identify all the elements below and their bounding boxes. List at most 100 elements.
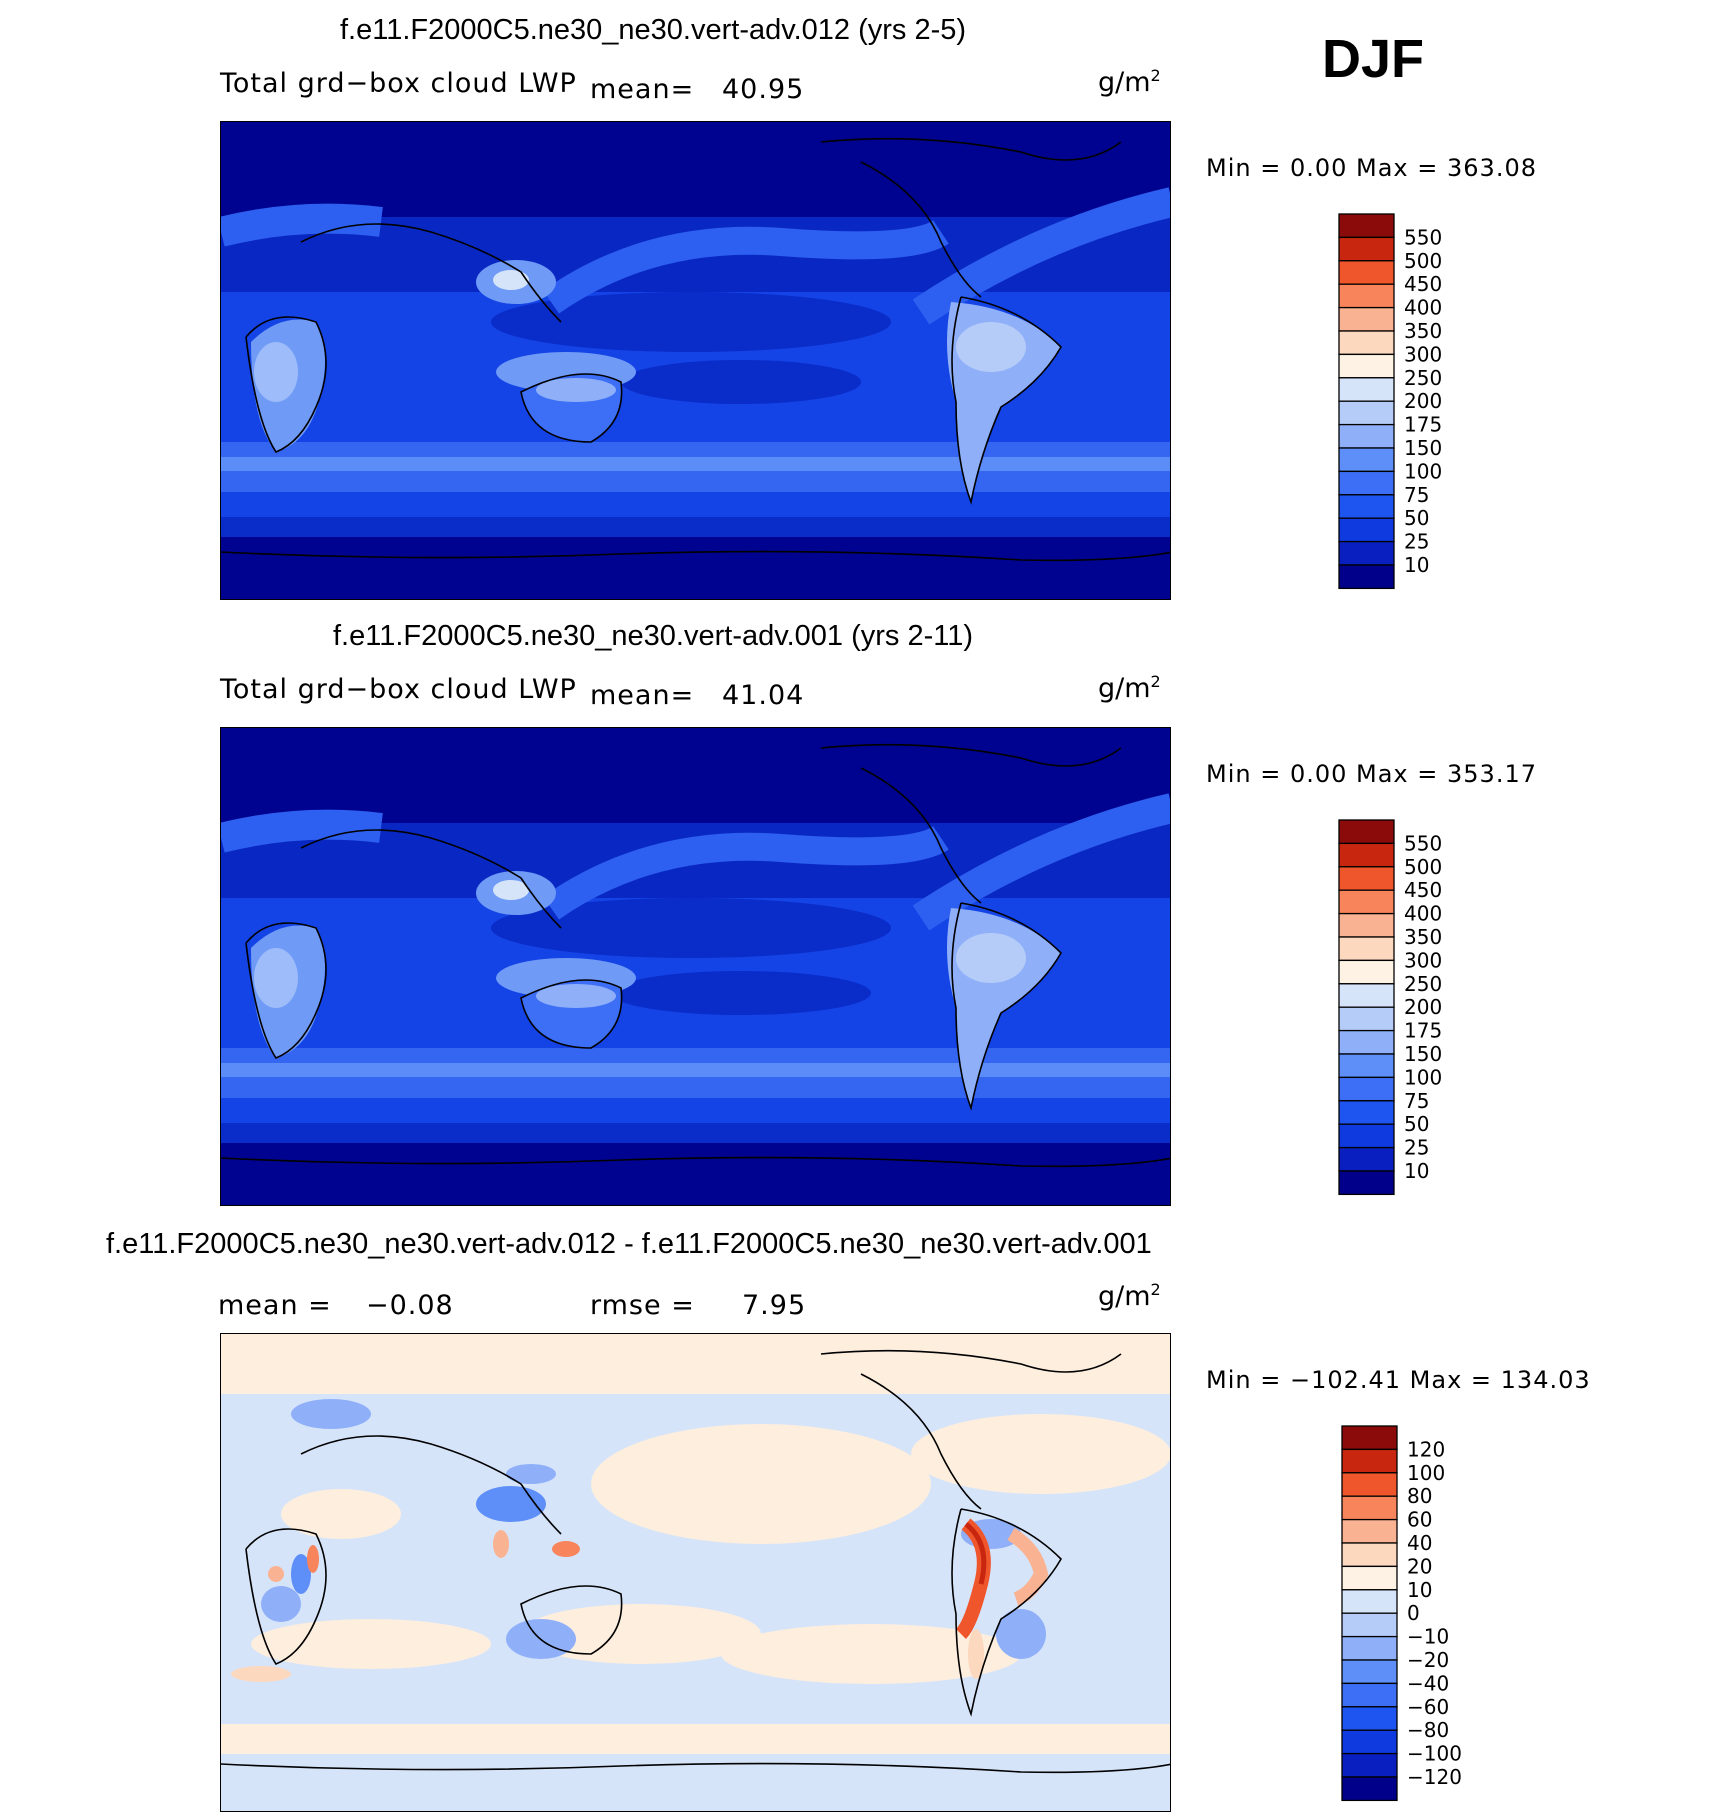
panel2-units: g/m2 bbox=[1098, 672, 1161, 704]
colorbar-swatch bbox=[1341, 1659, 1398, 1685]
colorbar-tick-label: 550 bbox=[1404, 831, 1442, 855]
colorbar-tick-label: 150 bbox=[1404, 436, 1442, 460]
panel1-map-plot bbox=[221, 122, 1170, 599]
colorbar-swatch bbox=[1338, 470, 1395, 496]
colorbar-swatch bbox=[1341, 1612, 1398, 1638]
colorbar-swatch bbox=[1341, 1729, 1398, 1755]
panel2-map-plot bbox=[221, 728, 1170, 1205]
colorbar-tick-label: 100 bbox=[1404, 1065, 1442, 1089]
colorbar-swatch bbox=[1338, 1146, 1395, 1172]
colorbar-tick-label: 400 bbox=[1404, 902, 1442, 926]
colorbar-tick-label: 0 bbox=[1407, 1601, 1420, 1625]
colorbar-swatch bbox=[1341, 1495, 1398, 1521]
colorbar-swatch bbox=[1338, 306, 1395, 332]
colorbar-tick-label: 300 bbox=[1404, 948, 1442, 972]
colorbar-tick-label: 175 bbox=[1404, 413, 1442, 437]
panel2-minmax: Min = 0.00 Max = 353.17 bbox=[1206, 760, 1537, 788]
colorbar-swatch bbox=[1338, 1006, 1395, 1032]
colorbar-swatch bbox=[1338, 959, 1395, 985]
panel2-map bbox=[220, 727, 1171, 1206]
colorbar-tick-label: 500 bbox=[1404, 249, 1442, 273]
colorbar-tick-label: 10 bbox=[1404, 553, 1429, 577]
panel1-colorbar-plot: 5505004504003503002502001751501007550251… bbox=[1338, 213, 1442, 590]
panel3-rmse-value: 7.95 bbox=[742, 1290, 807, 1321]
colorbar-swatch bbox=[1338, 1100, 1395, 1125]
colorbar-swatch bbox=[1338, 236, 1395, 262]
colorbar-tick-label: −10 bbox=[1407, 1625, 1449, 1649]
colorbar-tick-label: 100 bbox=[1404, 459, 1442, 483]
colorbar-tick-label: −120 bbox=[1407, 1765, 1462, 1789]
panel1-variable: Total grd−box cloud LWP bbox=[220, 68, 577, 99]
colorbar-tick-label: 25 bbox=[1404, 1136, 1429, 1160]
colorbar-swatch bbox=[1338, 1029, 1395, 1055]
panel3-rmse-label: rmse = bbox=[590, 1290, 695, 1321]
colorbar-swatch bbox=[1338, 400, 1395, 426]
colorbar-tick-label: 300 bbox=[1404, 342, 1442, 366]
colorbar-swatch bbox=[1338, 447, 1395, 473]
panel2-colorbar-plot: 5505004504003503002502001751501007550251… bbox=[1338, 819, 1442, 1196]
colorbar-tick-label: 75 bbox=[1404, 1089, 1429, 1113]
panel3-mean-value: −0.08 bbox=[366, 1290, 454, 1321]
colorbar-tick-label: 400 bbox=[1404, 296, 1442, 320]
panel1-mean-value: 40.95 bbox=[722, 74, 805, 105]
colorbar-tick-label: 150 bbox=[1404, 1042, 1442, 1066]
colorbar-tick-label: 200 bbox=[1404, 389, 1442, 413]
colorbar-swatch bbox=[1341, 1448, 1398, 1474]
colorbar-tick-label: 10 bbox=[1407, 1578, 1432, 1602]
season-label: DJF bbox=[1322, 29, 1425, 89]
colorbar-swatch bbox=[1341, 1706, 1398, 1731]
colorbar-swatch bbox=[1341, 1425, 1398, 1451]
colorbar-tick-label: 75 bbox=[1404, 483, 1429, 507]
colorbar-tick-label: 500 bbox=[1404, 855, 1442, 879]
colorbar-swatch bbox=[1338, 494, 1395, 519]
panel3-map-plot bbox=[221, 1334, 1170, 1811]
colorbar-tick-label: 60 bbox=[1407, 1508, 1432, 1532]
colorbar-tick-label: 80 bbox=[1407, 1484, 1432, 1508]
colorbar-tick-label: 25 bbox=[1404, 530, 1429, 554]
panel1-minmax: Min = 0.00 Max = 363.08 bbox=[1206, 154, 1537, 182]
colorbar-tick-label: 50 bbox=[1404, 506, 1429, 530]
panel2-title: f.e11.F2000C5.ne30_ne30.vert-adv.001 (yr… bbox=[333, 620, 973, 652]
colorbar-tick-label: −60 bbox=[1407, 1695, 1449, 1719]
colorbar-swatch bbox=[1338, 540, 1395, 566]
colorbar-swatch bbox=[1338, 819, 1395, 845]
colorbar-swatch bbox=[1341, 1682, 1398, 1708]
panel2-mean-label: mean= bbox=[590, 680, 695, 711]
colorbar-tick-label: 350 bbox=[1404, 319, 1442, 343]
colorbar-swatch bbox=[1338, 330, 1395, 356]
panel1-map bbox=[220, 121, 1171, 600]
colorbar-swatch bbox=[1338, 377, 1395, 402]
colorbar-tick-label: 40 bbox=[1407, 1531, 1432, 1555]
panel1-units: g/m2 bbox=[1098, 66, 1161, 98]
panel3-mean-label: mean = bbox=[218, 1290, 332, 1321]
colorbar-swatch bbox=[1338, 423, 1395, 449]
colorbar-tick-label: 250 bbox=[1404, 366, 1442, 390]
colorbar-tick-label: 20 bbox=[1407, 1554, 1432, 1578]
panel1-title: f.e11.F2000C5.ne30_ne30.vert-adv.012 (yr… bbox=[340, 14, 967, 46]
colorbar-tick-label: −20 bbox=[1407, 1648, 1449, 1672]
colorbar-swatch bbox=[1341, 1565, 1398, 1591]
colorbar-swatch bbox=[1338, 260, 1395, 285]
colorbar-swatch bbox=[1338, 912, 1395, 938]
colorbar-swatch bbox=[1338, 283, 1395, 309]
colorbar-tick-label: 350 bbox=[1404, 925, 1442, 949]
colorbar-tick-label: 175 bbox=[1404, 1019, 1442, 1043]
panel2-colorbar: 550 500 450 400 350 300 250 200 175 150 100 75 50 25 1… bbox=[1338, 819, 1639, 1200]
colorbar-tick-label: 200 bbox=[1404, 995, 1442, 1019]
colorbar-swatch bbox=[1338, 213, 1395, 239]
colorbar-swatch bbox=[1341, 1518, 1398, 1544]
panel3-colorbar: 120 100 80 60 40 20 10 0 −10 −20 −40 −60 −80 −100 −120 bbox=[1341, 1425, 1642, 1806]
panel2-mean-value: 41.04 bbox=[722, 680, 805, 711]
panel2-variable: Total grd−box cloud LWP bbox=[220, 674, 577, 705]
colorbar-swatch bbox=[1341, 1589, 1398, 1614]
colorbar-swatch bbox=[1338, 889, 1395, 915]
colorbar-swatch bbox=[1338, 866, 1395, 891]
colorbar-tick-label: 450 bbox=[1404, 272, 1442, 296]
panel3-minmax: Min = −102.41 Max = 134.03 bbox=[1206, 1366, 1591, 1394]
colorbar-tick-label: −40 bbox=[1407, 1671, 1449, 1695]
colorbar-swatch bbox=[1338, 353, 1395, 379]
colorbar-tick-label: −100 bbox=[1407, 1742, 1462, 1766]
colorbar-tick-label: −80 bbox=[1407, 1718, 1449, 1742]
colorbar-swatch bbox=[1341, 1542, 1398, 1568]
